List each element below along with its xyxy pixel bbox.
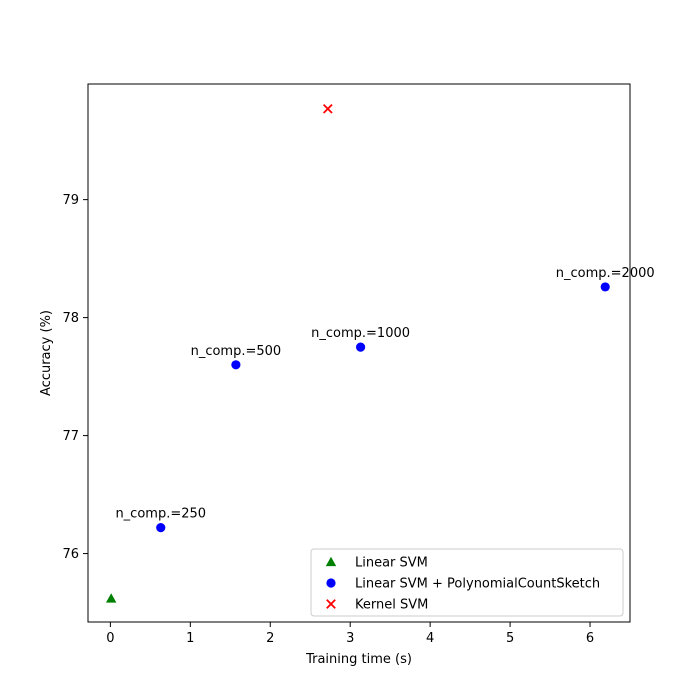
plot-frame (87, 83, 631, 623)
legend-label: Kernel SVM (355, 598, 428, 613)
x-tick-label: 4 (426, 631, 434, 646)
legend: Linear SVM Linear SVM + PolynomialCountSk… (310, 548, 624, 617)
legend-label: Linear SVM + PolynomialCountSketch (355, 577, 600, 592)
x-tick-label: 1 (186, 631, 194, 646)
legend-frame (310, 548, 624, 617)
legend-marker (326, 578, 336, 588)
x-tick-label: 5 (506, 631, 514, 646)
data-point (322, 103, 333, 114)
point-annotation: n_comp.=250 (115, 507, 206, 522)
y-tick-label: 79 (62, 193, 79, 208)
legend-item: Kernel SVM (326, 598, 428, 613)
y-tick-label: 78 (62, 311, 79, 326)
data-points (105, 103, 610, 603)
y-axis-ticks: 76 77 78 79 (62, 193, 88, 562)
y-tick-label: 76 (62, 547, 79, 562)
data-point (600, 282, 610, 292)
point-annotation: n_comp.=2000 (556, 266, 655, 281)
y-axis-label: Accuracy (%) (39, 310, 54, 396)
data-point (231, 360, 241, 370)
legend-marker (326, 599, 336, 609)
x-tick-label: 2 (266, 631, 274, 646)
legend-marker (325, 556, 337, 567)
legend-item: Linear SVM (325, 556, 428, 571)
data-point (156, 523, 166, 533)
x-tick-label: 3 (346, 631, 354, 646)
point-annotation: n_comp.=1000 (311, 326, 410, 341)
x-tick-label: 6 (586, 631, 594, 646)
x-tick-label: 0 (106, 631, 114, 646)
data-point (105, 593, 117, 603)
data-point (355, 342, 366, 352)
x-axis-label: Training time (s) (305, 652, 412, 667)
x-axis-ticks: 0 1 2 3 4 5 6 (106, 622, 594, 646)
legend-label: Linear SVM (355, 556, 428, 571)
point-annotation: n_comp.=500 (191, 344, 282, 359)
plot-area (88, 84, 630, 622)
legend-item: Linear SVM + PolynomialCountSketch (326, 577, 600, 592)
y-tick-label: 77 (62, 429, 79, 444)
